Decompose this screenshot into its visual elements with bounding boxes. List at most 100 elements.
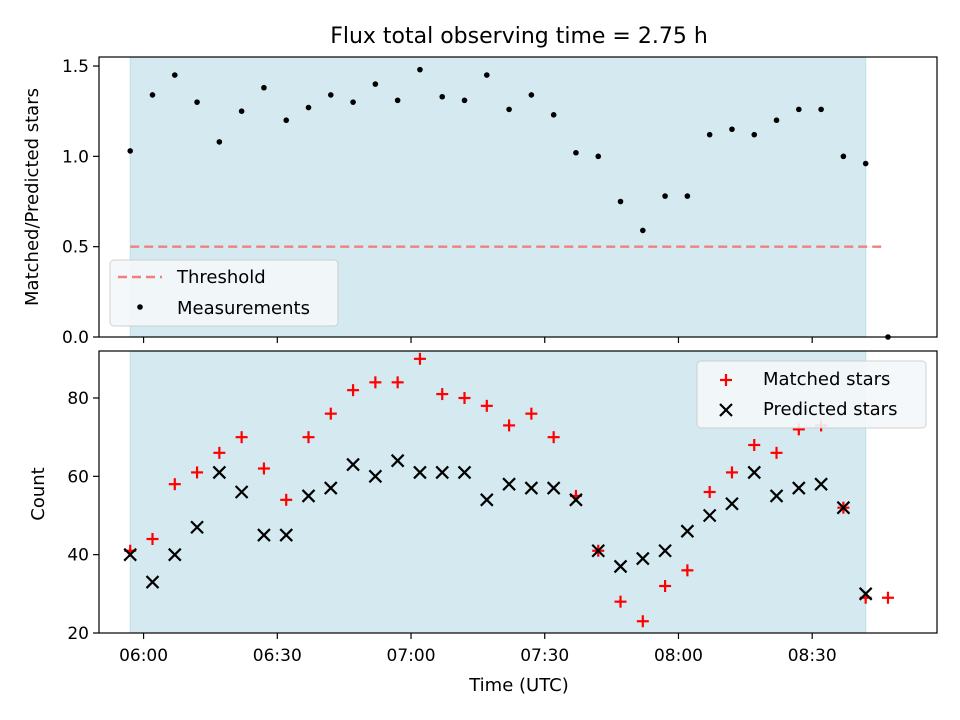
top-y-tick-label: 1.5 (62, 57, 89, 77)
matched-star-marker (146, 533, 159, 545)
measurement-point (127, 148, 134, 154)
matched-star-marker (168, 478, 181, 491)
top-panel: 0.0 0.5 1.0 1.5 Matched/Predicted stars Thr… (22, 56, 938, 348)
measurement-point (350, 99, 356, 105)
legend-matched-label: Matched stars (763, 369, 890, 390)
matched-star-marker (280, 493, 293, 506)
predicted-star-marker (569, 493, 583, 507)
matched-star-marker (547, 431, 560, 444)
measurement-point (461, 97, 468, 104)
top-legend: Threshold Measurements (109, 259, 339, 327)
predicted-star-marker (435, 465, 450, 480)
predicted-star-marker (502, 477, 516, 491)
matched-star-marker (636, 615, 649, 628)
top-y-tick-label: 0.5 (62, 238, 89, 258)
bottom-panel: 20 40 60 80 06:00 06:30 07:00 07:30 08:00 08:30 C… (28, 350, 938, 696)
top-y-axis-label: Matched/Predicted stars (22, 88, 43, 306)
predicted-star-marker (792, 481, 806, 495)
predicted-star-marker (457, 465, 472, 480)
legend-threshold-label: Threshold (176, 267, 266, 288)
matched-star-marker (703, 486, 716, 498)
predicted-star-marker (814, 477, 828, 491)
bottom-y-tick-label: 40 (67, 546, 89, 566)
matched-star-marker (614, 595, 627, 608)
predicted-star-marker (167, 547, 182, 562)
bottom-y-tick-label: 60 (67, 467, 89, 487)
matched-star-marker (302, 431, 315, 444)
predicted-star-marker (591, 543, 606, 558)
predicted-star-marker (413, 465, 427, 480)
matched-star-marker (725, 466, 738, 479)
measurement-point (305, 104, 312, 111)
predicted-star-marker (658, 543, 672, 558)
bottom-y-tick-label: 20 (67, 624, 89, 644)
bottom-axes-frame (98, 350, 938, 634)
measurement-point (238, 108, 245, 114)
legend-measurements-swatch (137, 304, 143, 310)
measurement-point (417, 66, 423, 73)
predicted-star-marker (836, 500, 851, 515)
bottom-legend-box (696, 360, 927, 429)
measurement-point (862, 160, 869, 167)
measurement-point (595, 153, 602, 160)
matched-star-marker (770, 446, 783, 459)
bottom-x-tick-label: 08:30 (788, 646, 837, 666)
bottom-x-tick-label: 08:00 (654, 646, 703, 666)
measurement-point (394, 97, 401, 104)
measurement-point (617, 198, 624, 205)
predicted-star-marker (368, 469, 383, 484)
legend-matched-swatch (720, 374, 732, 386)
measurement-point (550, 112, 557, 118)
matched-star-marker (480, 399, 493, 412)
predicted-star-marker (858, 587, 873, 601)
matched-star-marker (413, 352, 426, 365)
predicted-star-marker (725, 496, 739, 511)
bottom-x-tick-label: 06:00 (119, 646, 168, 666)
predicted-star-marker (301, 489, 316, 503)
predicted-star-marker (636, 551, 650, 566)
bottom-y-tick-label: 80 (67, 389, 89, 409)
legend-measurements-label: Measurements (177, 298, 310, 319)
measurement-point (662, 193, 668, 199)
measurement-point (684, 193, 691, 199)
matched-star-marker (525, 407, 538, 420)
matched-star-marker (369, 376, 382, 389)
matched-star-marker (659, 580, 672, 592)
predicted-star-marker (145, 575, 160, 589)
measurement-point (483, 72, 490, 78)
measurement-point (372, 81, 379, 87)
measurement-point (439, 93, 446, 100)
predicted-star-marker (390, 453, 405, 468)
measurement-point (818, 106, 824, 113)
predicted-star-marker (702, 508, 717, 523)
top-y-tick-label: 1.0 (62, 147, 89, 167)
matched-star-marker (881, 591, 894, 604)
matched-star-marker (681, 564, 694, 577)
measurement-point (149, 92, 156, 98)
matched-star-marker (436, 388, 449, 401)
matched-star-marker (257, 462, 270, 475)
predicted-star-marker (524, 481, 539, 495)
predicted-star-marker (680, 524, 695, 538)
matched-star-marker (191, 466, 204, 479)
measurement-point (773, 117, 780, 124)
measurement-point (706, 131, 713, 138)
measurement-point (216, 139, 223, 145)
matched-star-marker (391, 376, 404, 389)
bottom-y-axis-label: Count (28, 467, 49, 520)
predicted-star-marker (234, 485, 249, 499)
predicted-star-marker (346, 457, 360, 472)
matched-star-marker (213, 446, 226, 459)
matched-star-marker (235, 431, 248, 444)
top-axes-frame (98, 56, 938, 338)
bottom-x-tick-label: 07:00 (387, 646, 436, 666)
predicted-star-marker (324, 481, 338, 495)
matched-star-marker (347, 384, 360, 397)
predicted-star-marker (747, 465, 762, 480)
measurement-point (283, 117, 290, 124)
bottom-x-tick-label: 07:30 (520, 646, 569, 666)
chart-title: Flux total observing time = 2.75 h (330, 24, 708, 49)
measurement-point (573, 149, 579, 156)
measurement-point (840, 153, 847, 160)
